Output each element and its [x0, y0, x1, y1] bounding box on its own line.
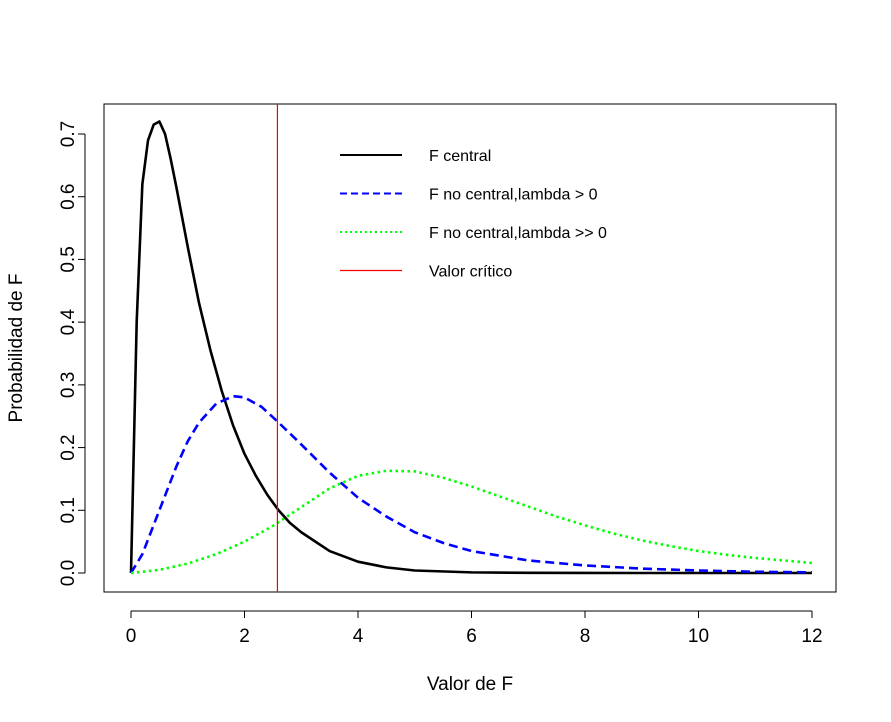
legend-label: Valor crítico: [429, 264, 512, 281]
y-tick-label: 0.6: [58, 184, 79, 210]
y-tick-label: 0.1: [58, 497, 79, 523]
x-tick-label: 10: [688, 626, 709, 647]
x-tick-label: 2: [239, 626, 250, 647]
x-tick-label: 12: [801, 626, 822, 647]
y-tick-label: 0.3: [58, 372, 79, 398]
plot-box: [103, 103, 837, 593]
x-axis-title: Valor de F: [427, 674, 513, 695]
series-line-1: [129, 120, 812, 575]
axes: 0 2 4 6 8 10 12 0.0 0.1 0.2 0.3 0.4 0.5 0.6 0.7: [58, 121, 823, 647]
y-tick-label: 0.0: [58, 560, 79, 586]
series-line-2: [129, 394, 813, 574]
legend-label: F central: [429, 148, 491, 165]
y-axis-title: Probabilidad de F: [6, 274, 27, 423]
legend: F central F no central,lambda > 0 F no cen…: [340, 148, 607, 281]
y-tick-label: 0.7: [58, 121, 79, 147]
x-tick-label: 8: [580, 626, 591, 647]
legend-label: F no central,lambda > 0: [429, 187, 598, 204]
legend-label: F no central,lambda >> 0: [429, 225, 607, 242]
y-tick-label: 0.2: [58, 434, 79, 460]
series-layer: [129, 104, 813, 592]
y-tick-label: 0.4: [58, 309, 79, 336]
x-tick-label: 4: [353, 626, 364, 647]
x-tick-label: 0: [126, 626, 137, 647]
series-line-3: [130, 469, 813, 575]
x-tick-label: 6: [466, 626, 477, 647]
y-tick-label: 0.5: [58, 246, 79, 272]
